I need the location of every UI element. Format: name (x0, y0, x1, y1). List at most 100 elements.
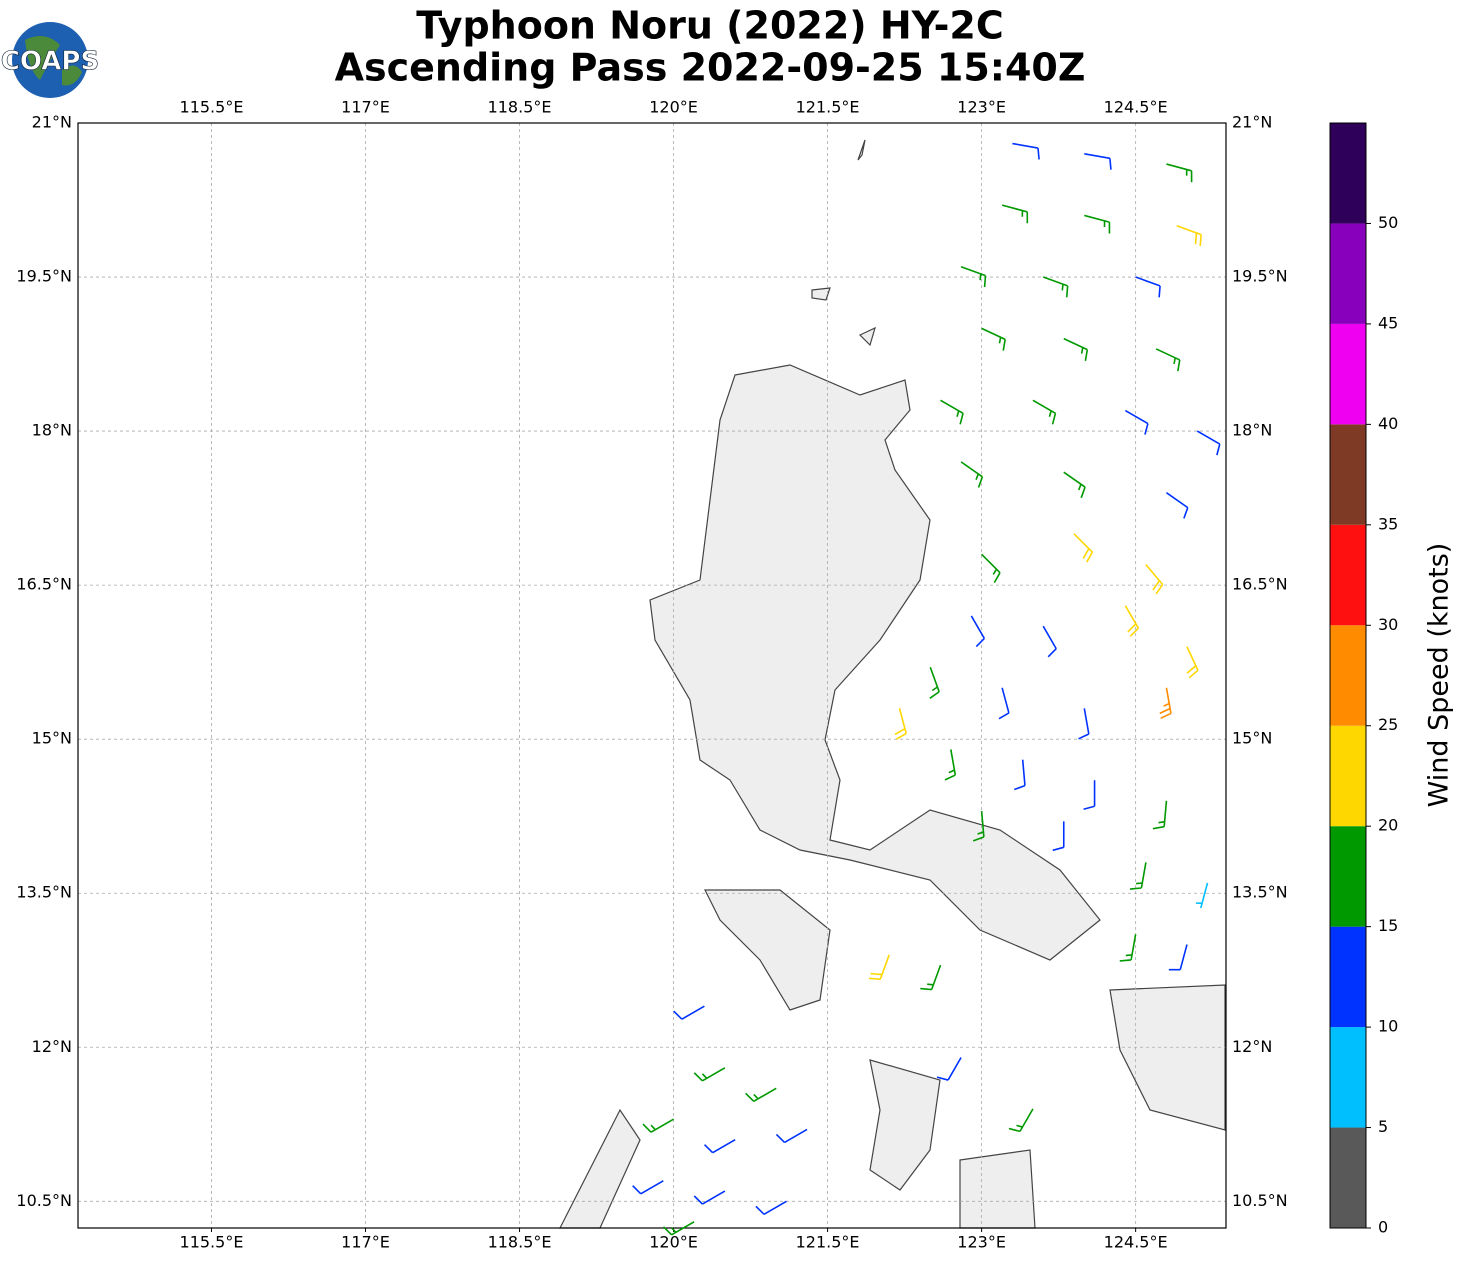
wind-barb (745, 1087, 777, 1103)
logo: COAPS (1, 22, 99, 98)
y-tick-label: 13.5°N (16, 883, 72, 902)
wind-barb (1159, 687, 1172, 720)
x-tick-label: 123°E (957, 98, 1006, 117)
wind-barb (1135, 276, 1161, 298)
x-tick-label: 118.5°E (488, 98, 552, 117)
x-tick-label: 115.5°E (180, 1233, 244, 1252)
wind-barb (960, 266, 987, 288)
y-tick-label: 21°N (32, 113, 72, 132)
wind-barb (673, 1005, 705, 1020)
x-tick-label: 117°E (341, 98, 390, 117)
wind-barb (755, 1200, 787, 1215)
y-tick-label: 15°N (32, 729, 72, 748)
luzon (649, 364, 1101, 961)
y-tick-label: 18°N (1232, 421, 1272, 440)
logo-land (25, 36, 82, 86)
colorbar-tick-label: 50 (1378, 213, 1398, 232)
colorbar-tick-label: 0 (1378, 1218, 1388, 1237)
wind-barb (632, 1180, 664, 1195)
wind-barb (1145, 564, 1164, 595)
wind-barb (1052, 821, 1065, 852)
colorbar-band (1330, 725, 1366, 827)
colorbar-tick-label: 40 (1378, 414, 1398, 433)
colorbar-label: Wind Speed (knots) (1424, 543, 1455, 808)
colorbar-band (1330, 926, 1366, 1028)
wind-barb (1042, 276, 1069, 298)
colorbar-band (1330, 524, 1366, 626)
land (559, 139, 1226, 1229)
wind-barb (1195, 882, 1209, 909)
wind-barb (1152, 800, 1168, 830)
x-tick-label: 117°E (341, 1233, 390, 1252)
wind-barb (1008, 1108, 1034, 1133)
y-tick-label: 19.5°N (16, 267, 72, 286)
wind-barb (920, 964, 942, 991)
wind-barb (703, 1138, 736, 1154)
wind-barb (1001, 204, 1029, 224)
colorbar-tick-label: 20 (1378, 816, 1398, 835)
colorbar-band (1330, 625, 1366, 726)
wind-barb (894, 708, 907, 740)
wind-barb (1165, 492, 1189, 519)
wind-barb (944, 749, 957, 781)
wind-barb (1012, 142, 1040, 160)
wind-barb (868, 954, 890, 981)
wind-barb (970, 615, 986, 648)
logo-text: COAPS (1, 47, 99, 77)
wind-barb (1166, 163, 1193, 183)
y-tick-label: 16.5°N (16, 575, 72, 594)
wind-barb (972, 810, 985, 842)
colorbar-tick-label: 45 (1378, 313, 1398, 332)
wind-barb (998, 687, 1010, 720)
x-tick-label: 123°E (957, 1233, 1006, 1252)
wind-barb (1042, 625, 1057, 658)
x-tick-label: 118.5°E (488, 1233, 552, 1252)
wind-barb (1083, 780, 1096, 811)
wind-barb (1119, 934, 1137, 962)
wind-barb (981, 327, 1006, 351)
colorbar-tick-label: 15 (1378, 916, 1398, 935)
islet (811, 139, 876, 347)
y-tick-label: 13.5°N (1232, 883, 1288, 902)
y-tick-label: 18°N (32, 421, 72, 440)
colorbar-tick-label: 30 (1378, 615, 1398, 634)
colorbar-band (1330, 1027, 1366, 1128)
map-frame (77, 122, 1227, 1229)
colorbar-band (1330, 223, 1366, 324)
y-tick-label: 16.5°N (1232, 575, 1288, 594)
colorbar-band (1330, 123, 1366, 224)
wind-barb (981, 553, 1001, 584)
wind-barb (929, 667, 940, 699)
wind-barb (1129, 862, 1147, 890)
palawan (559, 1108, 641, 1229)
y-tick-label: 15°N (1232, 729, 1272, 748)
wind-barb (1124, 605, 1140, 637)
x-tick-label: 120°E (649, 1233, 698, 1252)
x-tick-label: 115.5°E (180, 98, 244, 117)
colorbar-frame (1329, 122, 1367, 1229)
x-tick-label: 121.5°E (796, 1233, 860, 1252)
wind-barb (1032, 399, 1057, 425)
wind-barb (1176, 224, 1202, 247)
wind-barb (1186, 646, 1199, 679)
colorbar-tick-label: 35 (1378, 514, 1398, 533)
subtitle: Ascending Pass 2022-09-25 15:40Z (335, 46, 1086, 90)
x-tick-label: 124.5°E (1104, 98, 1168, 117)
wind-barb (693, 1190, 726, 1205)
wind-barb (662, 1221, 695, 1236)
samar-leyte (1109, 984, 1226, 1131)
wind-barb (775, 1128, 808, 1144)
x-tick-label: 121.5°E (796, 98, 860, 117)
wind-barb (960, 461, 984, 488)
colorbar-band (1330, 1127, 1366, 1228)
cebu-negros (959, 1149, 1036, 1229)
wind-barb (1084, 214, 1111, 234)
wind-barb (1196, 430, 1221, 456)
mindoro (704, 889, 831, 1011)
wind-barb (1084, 153, 1112, 170)
y-tick-label: 12°N (32, 1037, 72, 1056)
wind-barb (1063, 471, 1086, 499)
y-tick-label: 10.5°N (16, 1191, 72, 1210)
wind-barb (1073, 533, 1094, 563)
